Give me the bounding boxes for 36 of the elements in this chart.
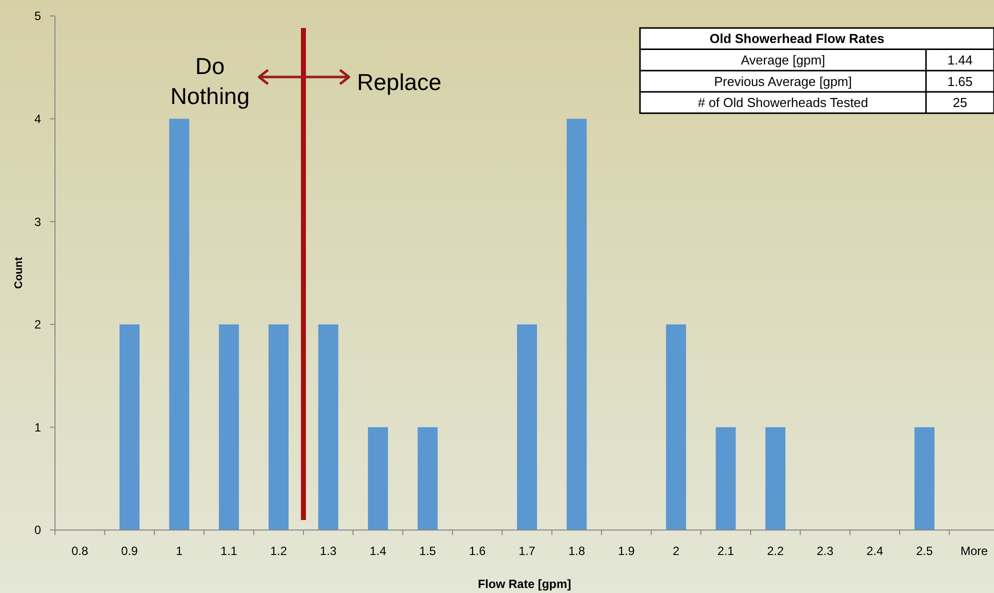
- annotation: Old Showerhead Flow Rates: [710, 31, 884, 46]
- x-tick-label: 1.3: [320, 544, 337, 558]
- x-tick-label: 1: [176, 544, 183, 558]
- x-tick-label: 2.5: [916, 544, 934, 558]
- x-tick-label: 1.1: [220, 544, 238, 558]
- x-tick-label: 1.7: [518, 544, 536, 558]
- y-tick-label: 1: [34, 420, 42, 434]
- x-tick-label: 2: [672, 544, 680, 558]
- x-tick-label: 2.3: [816, 544, 834, 558]
- annotation: 1.65: [947, 74, 973, 89]
- x-tick-label: 1.6: [468, 544, 486, 558]
- annotation: Average [gpm]: [740, 52, 826, 68]
- annotation: Do Nothing: [170, 53, 250, 109]
- annotation: 1.44: [947, 52, 973, 68]
- x-tick-label: 0.9: [121, 544, 138, 558]
- y-tick-label: 0: [34, 523, 42, 538]
- y-tick-label: 2: [34, 318, 42, 332]
- x-tick-label: 1.2: [270, 544, 288, 558]
- x-tick-label: 2.2: [767, 544, 784, 558]
- annotation: Previous Average [gpm]: [714, 74, 852, 89]
- annotation: Replace: [357, 69, 442, 95]
- annotation: # of Old Showerheads Tested: [698, 95, 868, 110]
- x-tick-label: 2.4: [866, 544, 884, 558]
- x-tick-label: 1.8: [568, 544, 586, 558]
- x-tick-label: 1.5: [419, 544, 436, 558]
- x-tick-label: More: [960, 544, 988, 558]
- x-axis-title: Flow Rate [gpm]: [478, 577, 572, 591]
- x-tick-label: 1.4: [370, 544, 387, 558]
- y-axis-title: Count: [13, 256, 25, 289]
- y-tick-label: 4: [34, 112, 42, 126]
- y-tick-label: 3: [34, 214, 42, 229]
- x-tick-label: 2.1: [717, 544, 734, 558]
- x-tick-label: 1.9: [618, 544, 636, 558]
- annotation: 25: [952, 95, 968, 110]
- y-tick-label: 5: [34, 9, 42, 24]
- x-tick-label: 0.8: [72, 544, 89, 558]
